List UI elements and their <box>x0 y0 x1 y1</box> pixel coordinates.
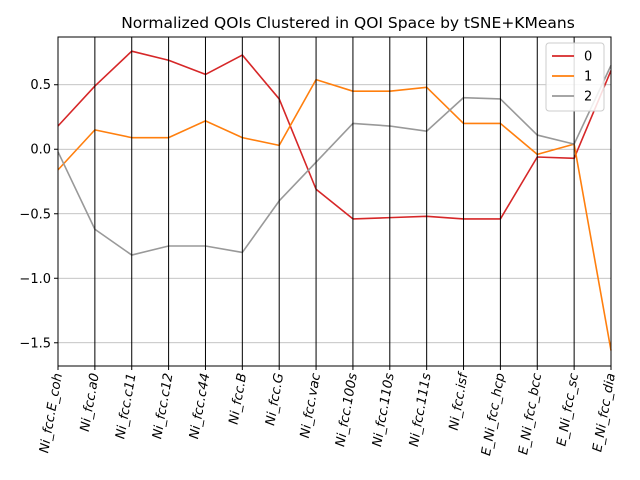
x-axis-ticks: Ni_fcc.E_coh Ni_fcc.a0 Ni_fcc.c11 Ni_fcc.c1… <box>37 366 619 457</box>
x-tick-label: E_Ni_fcc_bcc <box>516 372 545 456</box>
axes <box>57 36 612 367</box>
y-tick-label: 0.0 <box>30 143 51 158</box>
y-axis-ticks: −1.5 −1.0 −0.5 0.0 0.5 <box>19 78 58 351</box>
plot-frame <box>57 36 612 367</box>
legend-box <box>545 42 605 112</box>
legend: 0 1 2 <box>545 42 605 112</box>
y-tick-label: −0.5 <box>19 207 51 222</box>
x-tick-label: Ni_fcc.c12 <box>150 372 176 440</box>
x-tick-label: Ni_fcc.a0 <box>78 372 103 433</box>
x-tick-label: Ni_fcc.110s <box>370 372 398 448</box>
x-tick-label: Ni_fcc.111s <box>407 372 435 448</box>
x-tick-label: Ni_fcc.B <box>227 372 251 426</box>
x-tick-label: Ni_fcc.100s <box>333 372 361 448</box>
x-tick-label: Ni_fcc.E_coh <box>37 372 66 454</box>
legend-label: 0 <box>584 50 592 65</box>
grid-lines <box>58 84 611 344</box>
legend-label: 1 <box>584 70 592 85</box>
y-tick-label: −1.0 <box>19 272 51 287</box>
legend-label: 2 <box>584 90 592 105</box>
series-line-1 <box>57 78 612 351</box>
chart-title: Normalized QOIs Clustered in QOI Space b… <box>121 14 575 32</box>
series-line-0 <box>57 50 612 220</box>
series-line-2 <box>57 65 612 256</box>
y-tick-label: 0.5 <box>30 78 51 93</box>
series-lines <box>57 50 612 351</box>
x-tick-label: Ni_fcc.G <box>263 372 287 427</box>
x-tick-label: E_Ni_fcc_dia <box>590 372 619 453</box>
x-tick-label: Ni_fcc.isf <box>447 370 472 432</box>
x-tick-label: Ni_fcc.vac <box>298 372 324 439</box>
y-tick-label: −1.5 <box>19 336 51 351</box>
x-tick-label: E_Ni_fcc_sc <box>554 372 582 447</box>
x-tick-label: Ni_fcc.c44 <box>187 372 213 440</box>
x-tick-label: Ni_fcc.c11 <box>113 372 139 440</box>
x-tick-label: E_Ni_fcc_hcp <box>479 372 508 457</box>
